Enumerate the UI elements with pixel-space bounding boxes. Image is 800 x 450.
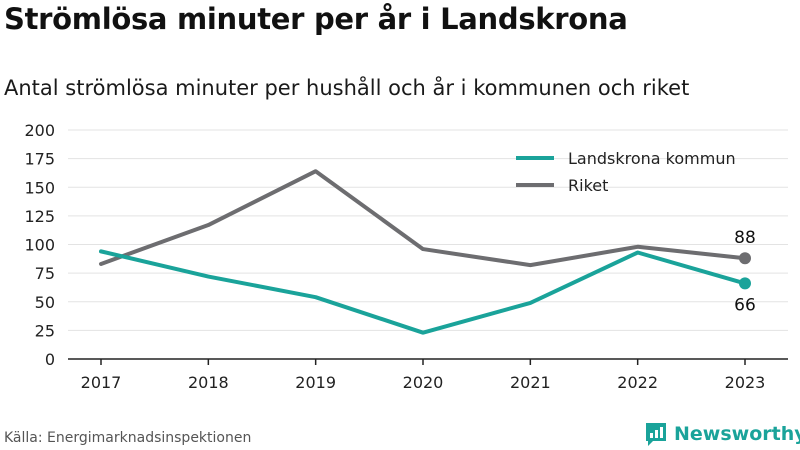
- y-tick-label: 150: [24, 178, 55, 197]
- end-point-riket: [739, 252, 751, 265]
- y-tick-label: 200: [24, 121, 55, 140]
- legend-label: Landskrona kommun: [568, 149, 736, 168]
- series-line-riket: [99, 169, 747, 268]
- source-note: Källa: Energimarknadsinspektionen: [4, 430, 252, 446]
- y-tick-label: 125: [24, 207, 55, 226]
- y-tick-label: 0: [45, 350, 55, 369]
- y-tick-label: 100: [24, 236, 55, 255]
- x-tick-label: 2020: [403, 373, 444, 392]
- x-tick-label: 2021: [510, 373, 551, 392]
- x-tick-label: 2023: [725, 373, 766, 392]
- chart-subtitle: Antal strömlösa minuter per hushåll och …: [4, 76, 690, 100]
- line-chart: 0 25 50 75 100 125 150 175 200 2017 2018 2019 2020 20…: [0, 110, 800, 400]
- x-tick-label: 2018: [188, 373, 229, 392]
- y-tick-label: 25: [35, 321, 55, 340]
- x-tick-label: 2022: [617, 373, 658, 392]
- y-tick-label: 50: [35, 293, 55, 312]
- chart-title: Strömlösa minuter per år i Landskrona: [4, 2, 628, 36]
- chart-svg: 0 25 50 75 100 125 150 175 200 2017 2018 2019 2020 20…: [24, 121, 788, 392]
- legend-label: Riket: [568, 176, 608, 195]
- series-line-landskrona: [99, 249, 747, 335]
- brand-name: Newsworthy: [674, 423, 800, 445]
- end-label-landskrona: 66: [734, 295, 756, 315]
- end-point-landskrona: [739, 277, 751, 290]
- x-tick-label: 2019: [295, 373, 336, 392]
- newsworthy-logo-icon: [646, 423, 666, 446]
- end-label-riket: 88: [734, 228, 756, 248]
- brand-logo: Newsworthy: [644, 420, 800, 448]
- y-tick-label: 75: [35, 264, 55, 283]
- y-tick-label: 175: [24, 150, 55, 169]
- x-tick-label: 2017: [81, 373, 122, 392]
